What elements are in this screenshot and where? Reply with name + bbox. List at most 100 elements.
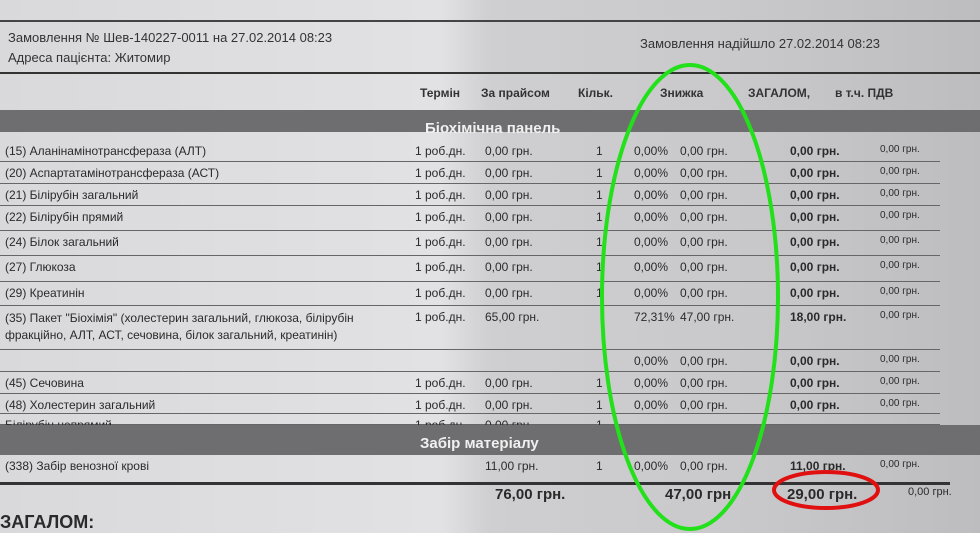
col-term: Термін [420,86,461,100]
row-vat: 0,00 грн. [880,398,920,409]
table-row: (20) Аспартатамінотрансфераза (АСТ) 1 роб… [0,162,940,184]
row-discount-percent: 0,00% [634,459,669,473]
row-price: 11,00 грн. [485,459,539,473]
table-row: (338) Забір венозної крові 11,00 грн. 1 0,0… [0,455,940,483]
row-discount-percent: 0,00% [634,354,669,368]
table-row: 0,00% 0,00 грн. 0,00 грн. 0,00 грн. [0,350,940,372]
patient-address: Адреса пацієнта: Житомир [8,50,171,65]
row-total: 11,00 грн. [790,459,846,473]
total-discount: 47,00 грн. [665,486,736,503]
col-qty: Кільк. [578,86,613,100]
row-discount-percent: 0,00% [634,188,669,202]
row-vat: 0,00 грн. [880,286,920,297]
row-name: (45) Сечовина [5,376,84,390]
row-term: 1 роб.дн. [415,260,466,274]
table-row: (27) Глюкоза 1 роб.дн. 0,00 грн. 1 0,00% 0,00… [0,256,940,282]
row-discount-amount: 0,00 грн. [680,398,728,412]
row-vat: 0,00 грн. [880,210,920,221]
row-vat: 0,00 грн. [880,376,920,387]
row-discount-amount: 0,00 грн. [680,235,728,249]
row-price: 0,00 грн. [485,188,533,202]
total-vat: 0,00 грн. [908,486,952,498]
row-discount-amount: 0,00 грн. [680,376,728,390]
row-discount-percent: 0,00% [634,376,669,390]
row-name: (338) Забір венозної крові [5,459,150,473]
row-discount-amount: 0,00 грн. [680,459,728,473]
row-qty: 1 [596,376,603,390]
row-term: 1 роб.дн. [415,188,466,202]
row-discount-amount: 0,00 грн. [680,286,728,300]
row-name: (22) Білірубін прямий [5,210,124,224]
row-term: 1 роб.дн. [415,286,466,300]
row-term: 1 роб.дн. [415,210,466,224]
row-qty: 1 [596,210,603,224]
total-price: 76,00 грн. [495,486,566,503]
row-vat: 0,00 грн. [880,354,920,365]
row-discount-percent: 0,00% [634,210,669,224]
row-total: 0,00 грн. [790,166,840,180]
row-name: (20) Аспартатамінотрансфераза (АСТ) [5,166,220,180]
row-total: 0,00 грн. [790,398,840,412]
row-qty: 1 [596,188,603,202]
row-qty: 1 [596,398,603,412]
row-name: (35) Пакет "Біохімія" (холестерин загаль… [5,311,354,342]
header-rule [0,72,980,74]
section-band: Забір матеріалу [0,425,980,455]
totals-rule [0,482,950,485]
table-row: (48) Холестерин загальний 1 роб.дн. 0,00 г… [0,394,940,414]
order-number: Замовлення № Шев-140227-0011 на 27.02.20… [8,30,333,45]
row-total: 0,00 грн. [790,188,840,202]
row-term: 1 роб.дн. [415,235,466,249]
row-qty: 1 [596,459,603,473]
row-vat: 0,00 грн. [880,166,920,177]
row-discount-amount: 47,00 грн. [680,310,735,324]
row-name: (48) Холестерин загальний [5,398,156,412]
section-title: Біохімічна панель [425,120,561,137]
table-row: (29) Креатинін 1 роб.дн. 0,00 грн. 1 0,00% 0,… [0,282,940,306]
row-name: (15) Аланінамінотрансфераза (АЛТ) [5,144,207,158]
row-discount-percent: 0,00% [634,166,669,180]
row-discount-amount: 0,00 грн. [680,144,728,158]
col-price: За прайсом [481,86,550,100]
row-term: 1 роб.дн. [415,166,466,180]
grand-total-label: ЗАГАЛОМ: [0,512,95,532]
row-total: 18,00 грн. [790,310,847,324]
row-vat: 0,00 грн. [880,144,920,155]
row-vat: 0,00 грн. [880,260,920,271]
row-term: 1 роб.дн. [415,398,466,412]
top-rule [0,20,980,22]
row-total: 0,00 грн. [790,260,840,274]
order-received: Замовлення надійшло 27.02.2014 08:23 [640,36,881,51]
col-discount: Знижка [660,86,704,100]
row-total: 0,00 грн. [790,376,840,390]
row-discount-percent: 0,00% [634,260,669,274]
row-price: 0,00 грн. [485,210,533,224]
row-price: 0,00 грн. [485,286,533,300]
row-name: (24) Білок загальний [5,235,119,249]
row-price: 0,00 грн. [485,376,533,390]
row-total: 0,00 грн. [790,144,840,158]
row-price: 0,00 грн. [485,398,533,412]
row-term: 1 роб.дн. [415,144,466,158]
row-discount-percent: 0,00% [634,286,669,300]
row-price: 0,00 грн. [485,166,533,180]
row-discount-percent: 0,00% [634,235,669,249]
table-row: Білірубін непрямий1 роб.дн.0,00 грн.1 [0,414,940,432]
table-row: (22) Білірубін прямий 1 роб.дн. 0,00 грн. 1… [0,206,940,231]
row-total: 0,00 грн. [790,354,840,368]
row-price: 0,00 грн. [485,144,533,158]
section-title: Забір матеріалу [420,435,539,452]
row-vat: 0,00 грн. [880,188,920,199]
table-row: (15) Аланінамінотрансфераза (АЛТ) 1 роб.д… [0,140,940,162]
row-discount-amount: 0,00 грн. [680,354,728,368]
col-total: ЗАГАЛОМ, [748,86,811,100]
row-name: (27) Глюкоза [5,260,76,274]
row-discount-percent: 72,31% [634,310,675,324]
table-row: (45) Сечовина 1 роб.дн. 0,00 грн. 1 0,00% 0,0… [0,372,940,394]
row-qty: 1 [596,260,603,274]
row-total: 0,00 грн. [790,235,840,249]
row-price: 0,00 грн. [485,235,533,249]
row-price: 65,00 грн. [485,310,540,324]
row-term: 1 роб.дн. [415,376,466,390]
row-total: 0,00 грн. [790,286,840,300]
